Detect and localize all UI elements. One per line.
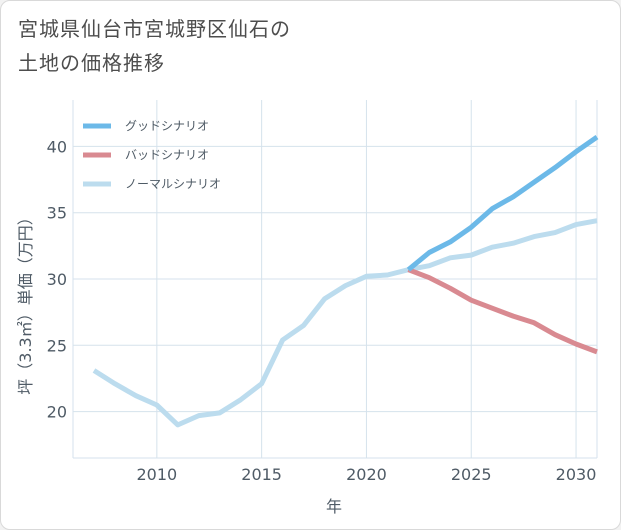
y-axis-ticks: 20 25 30 35 40 <box>47 137 67 421</box>
chart-title-line-1: 宮城県仙台市宮城野区仙石の <box>18 17 291 41</box>
series-line-1 <box>407 267 598 355</box>
x-tick-label-2030: 2030 <box>556 465 597 484</box>
y-axis-title: 坪（3.3㎡）単価（万円） <box>16 209 35 394</box>
legend-label-2: ノーマルシナリオ <box>125 177 221 191</box>
y-tick-label-20: 20 <box>47 403 67 422</box>
legend-label-1: バッドシナリオ <box>125 148 209 162</box>
grid-lines <box>72 100 598 459</box>
x-axis-title: 年 <box>326 497 342 516</box>
chart-title-line-2: 土地の価格推移 <box>18 51 165 75</box>
y-tick-label-35: 35 <box>47 204 67 223</box>
series-line-0 <box>406 135 599 272</box>
x-tick-label-2015: 2015 <box>241 465 282 484</box>
y-tick-label-25: 25 <box>47 336 67 355</box>
series-lines <box>92 135 599 428</box>
x-axis-ticks: 2010 2015 2020 2025 2030 <box>136 465 596 484</box>
y-tick-label-40: 40 <box>47 137 67 156</box>
x-tick-label-2010: 2010 <box>136 465 177 484</box>
chart-title: 宮城県仙台市宮城野区仙石の 土地の価格推移 <box>18 12 578 80</box>
y-tick-label-30: 30 <box>47 270 67 289</box>
series-line-2 <box>92 218 598 428</box>
legend-label-0: グッドシナリオ <box>125 119 209 133</box>
x-tick-label-2020: 2020 <box>346 465 387 484</box>
x-tick-label-2025: 2025 <box>451 465 492 484</box>
